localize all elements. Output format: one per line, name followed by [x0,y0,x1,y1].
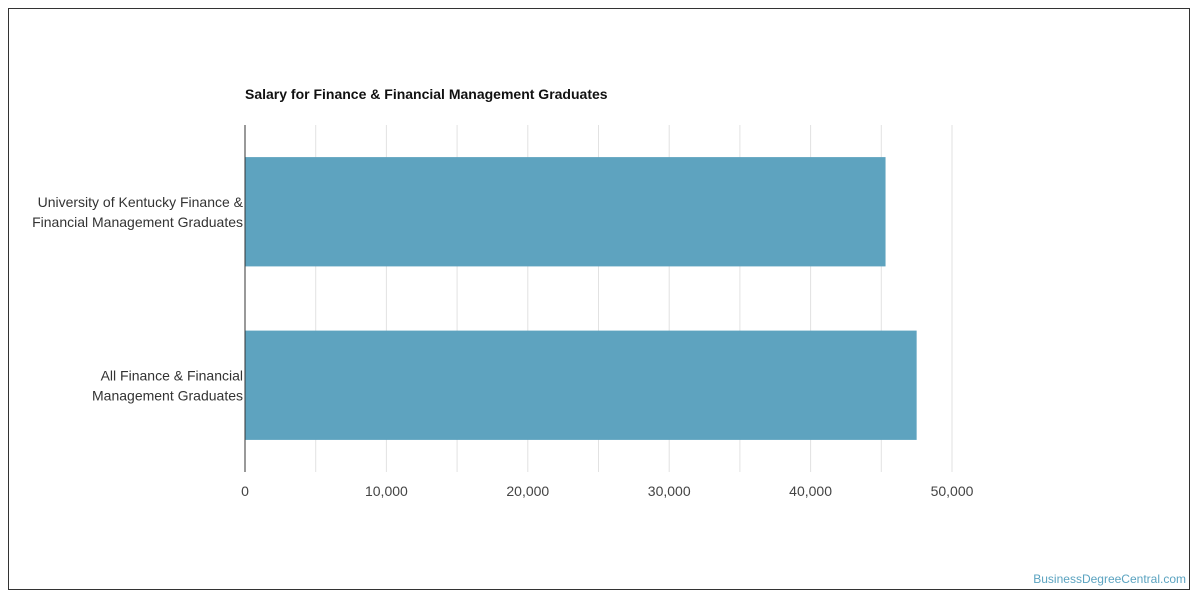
bar[interactable] [245,157,886,267]
category-labels: University of Kentucky Finance & Financia… [32,194,244,404]
x-tick-label: 0 [241,483,249,499]
x-tick-label: 10,000 [365,483,408,499]
source-credit[interactable]: BusinessDegreeCentral.com [1033,572,1186,586]
chart-title: Salary for Finance & Financial Managemen… [245,86,608,102]
x-tick-label: 40,000 [789,483,832,499]
bars [245,157,917,440]
category-label: University of Kentucky Finance & Financia… [32,194,244,230]
x-tick-labels: 0 10,000 20,000 30,000 40,000 50,000 [241,483,974,499]
bar[interactable] [245,330,917,440]
x-tick-label: 20,000 [506,483,549,499]
x-tick-label: 50,000 [931,483,974,499]
category-label: All Finance & Financial Management Gradua… [92,367,243,403]
x-tick-label: 30,000 [648,483,691,499]
